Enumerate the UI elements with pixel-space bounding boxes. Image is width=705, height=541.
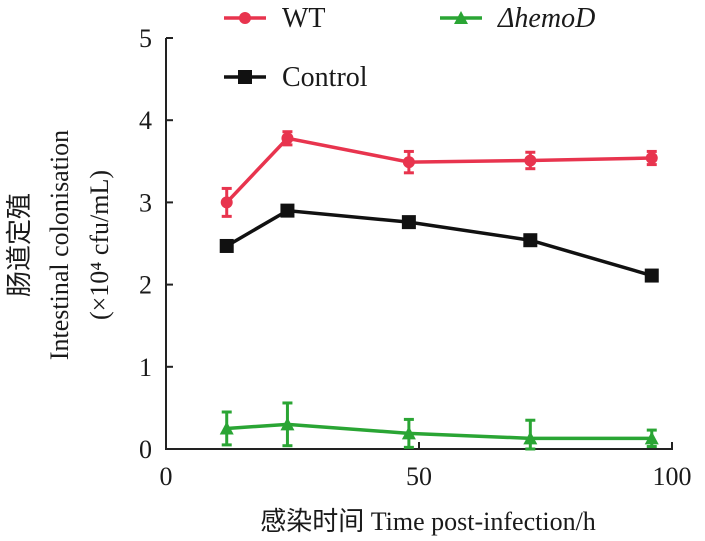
legend-marker (454, 11, 468, 24)
data-point (280, 203, 295, 218)
series-group (219, 130, 659, 451)
y-tick-label: 2 (139, 271, 152, 300)
series-wt (220, 130, 658, 218)
y-axis-label-cn: 肠道定殖 (5, 193, 34, 297)
x-tick-label: 50 (406, 462, 432, 491)
data-point (644, 431, 659, 445)
data-point (523, 233, 538, 248)
series-hemod (219, 401, 659, 451)
data-point (219, 421, 234, 435)
y-tick-label: 4 (139, 106, 152, 135)
legend-marker (239, 12, 251, 24)
legend-item: Control (224, 62, 368, 93)
data-point (219, 238, 234, 253)
y-tick-label: 5 (139, 24, 152, 53)
legend-label: ΔhemoD (497, 3, 595, 34)
legend-item: ΔhemoD (440, 3, 595, 34)
y-axis-label-en: Intestinal colonisation (45, 130, 74, 360)
data-point (401, 426, 416, 440)
data-point (524, 154, 537, 167)
y-axis-label-unit: (×10⁴ cfu/mL) (85, 170, 114, 320)
legend-label: WT (282, 3, 326, 34)
y-tick-label: 0 (139, 435, 152, 464)
x-tick-label: 100 (653, 462, 692, 491)
data-point (645, 152, 658, 165)
series-control (219, 203, 659, 283)
x-tick-label: 0 (160, 462, 173, 491)
x-axis-label: 感染时间 Time post-infection/h (260, 507, 596, 536)
legend-label: Control (282, 62, 368, 93)
data-point (644, 268, 659, 283)
legend-marker (238, 70, 252, 84)
y-tick-label: 3 (139, 188, 152, 217)
data-point (402, 156, 415, 169)
data-point (523, 431, 538, 445)
data-point (281, 132, 294, 145)
legend: WT ΔhemoD Control (224, 3, 595, 93)
series-line (225, 208, 653, 278)
y-tick-label: 1 (139, 353, 152, 382)
data-point (280, 417, 295, 431)
legend-item: WT (224, 3, 326, 34)
series-line (225, 136, 652, 204)
data-point (220, 196, 233, 209)
data-point (401, 215, 416, 230)
